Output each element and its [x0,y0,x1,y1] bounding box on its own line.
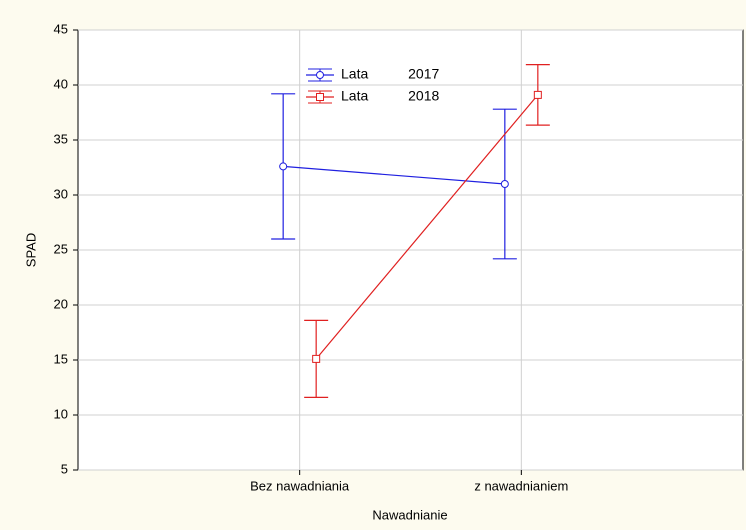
legend-text: Lata 2018 [341,88,439,104]
x-tick-label: z nawadnianiem [474,478,568,493]
marker [500,180,509,188]
marker [316,93,324,101]
marker [279,162,288,171]
y-tick-label: 40 [54,76,68,91]
y-tick-label: 10 [54,406,68,421]
legend-text: Lata 2017 [341,66,439,82]
grid [78,29,743,471]
x-tick-label: Bez nawadniania [250,478,350,493]
y-axis-label: SPAD [23,233,38,267]
x-axis-label: Nawadnianie [372,507,447,522]
y-tick-label: 45 [54,21,68,36]
y-tick-label: 35 [54,131,68,146]
y-tick-label: 25 [54,241,68,256]
series-line [283,165,505,185]
marker [312,354,321,363]
marker [316,71,324,79]
series-line [315,94,539,360]
y-tick-label: 30 [54,186,68,201]
marker [533,90,542,99]
y-tick-label: 20 [54,296,68,311]
y-tick-label: 5 [61,461,68,476]
y-tick-label: 15 [54,351,68,366]
marks [271,64,550,398]
